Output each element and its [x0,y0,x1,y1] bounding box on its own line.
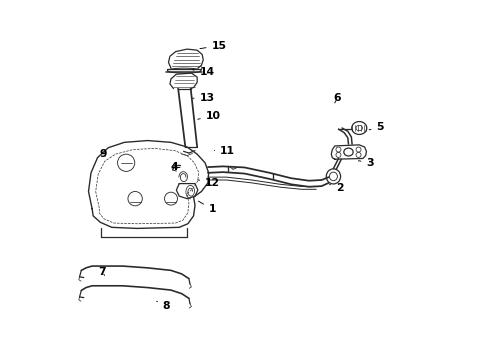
Text: 4: 4 [171,162,180,172]
Text: 14: 14 [192,67,214,77]
Text: 6: 6 [333,93,340,103]
Text: 9: 9 [99,149,106,159]
Text: 13: 13 [192,93,214,103]
Text: 15: 15 [200,41,226,50]
Text: 2: 2 [329,183,343,193]
Text: 1: 1 [198,201,216,215]
Text: 5: 5 [368,122,383,132]
Text: 11: 11 [214,145,235,156]
Text: 12: 12 [197,178,220,188]
Text: 8: 8 [156,301,170,311]
Text: 3: 3 [358,158,373,168]
Text: 7: 7 [98,267,105,277]
Text: 10: 10 [197,111,220,121]
